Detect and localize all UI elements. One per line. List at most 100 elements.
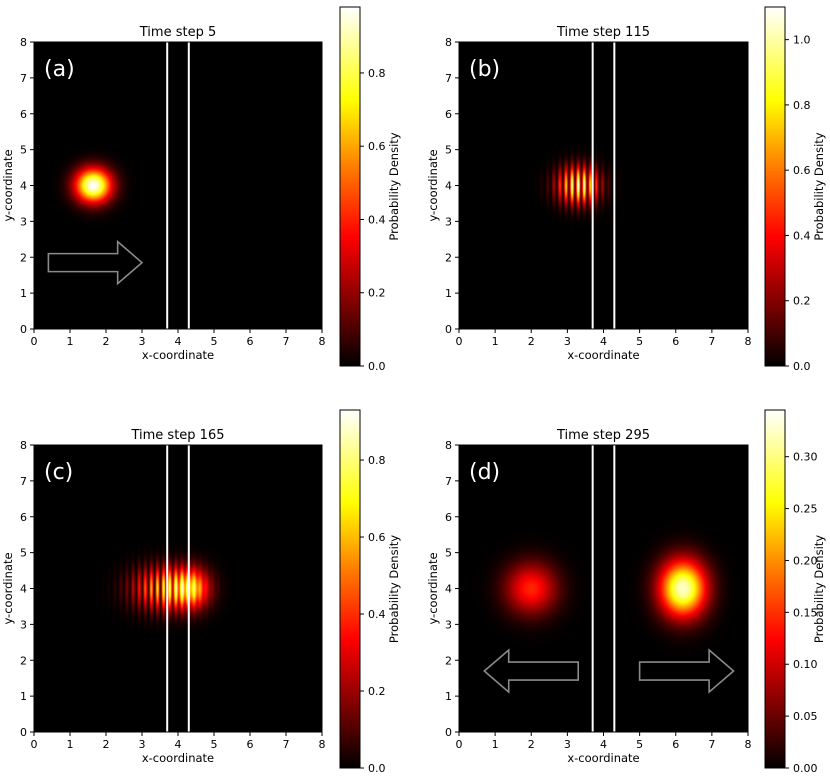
- colorbar-tick-label: 0.4: [793, 229, 811, 242]
- colorbar-tick-label: 0.6: [793, 164, 811, 177]
- x-tick-label: 7: [283, 335, 290, 348]
- x-tick-label: 2: [103, 335, 110, 348]
- x-tick-label: 6: [247, 335, 254, 348]
- colorbar-label: Probability Density: [387, 535, 401, 643]
- colorbar-tick-label: 0.05: [793, 710, 818, 723]
- colorbar-tick-label: 0.4: [368, 213, 386, 226]
- y-tick-label: 7: [20, 475, 27, 488]
- y-tick-label: 0: [20, 323, 27, 336]
- x-tick-label: 8: [745, 738, 752, 751]
- x-axis-label: x-coordinate: [567, 751, 639, 765]
- x-tick-label: 0: [456, 335, 463, 348]
- y-tick-label: 1: [445, 287, 452, 300]
- y-tick-label: 5: [20, 144, 27, 157]
- x-tick-label: 0: [31, 335, 38, 348]
- x-tick-label: 0: [456, 738, 463, 751]
- y-tick-label: 1: [20, 287, 27, 300]
- x-axis-label: x-coordinate: [142, 751, 214, 765]
- colorbar-tick-label: 0.8: [793, 99, 811, 112]
- y-tick-label: 5: [445, 144, 452, 157]
- y-tick-label: 0: [445, 726, 452, 739]
- x-tick-label: 1: [67, 738, 74, 751]
- colorbar-tick-label: 0.8: [368, 454, 386, 467]
- y-tick-label: 2: [445, 654, 452, 667]
- colorbar-tick-label: 0.10: [793, 658, 818, 671]
- panel-d: 0 1 2 3 4 5 6 7 8 0 1 2 3 4 5 6 7 8 x-coordinate y-coordina…: [426, 409, 826, 775]
- x-tick-label: 4: [600, 738, 607, 751]
- x-tick-label: 2: [528, 335, 535, 348]
- colorbar-tick-label: 0.20: [793, 554, 818, 567]
- panel-label: (a): [44, 57, 75, 82]
- x-tick-label: 6: [672, 335, 679, 348]
- heatmap-image: [34, 42, 322, 329]
- y-tick-label: 7: [20, 72, 27, 85]
- y-tick-label: 4: [445, 583, 452, 596]
- x-tick-label: 6: [247, 738, 254, 751]
- y-tick-label: 3: [445, 618, 452, 631]
- x-tick-label: 6: [672, 738, 679, 751]
- colorbar-tick-label: 0.00: [793, 762, 818, 775]
- y-tick-label: 3: [20, 618, 27, 631]
- y-tick-label: 1: [20, 690, 27, 703]
- x-tick-label: 7: [708, 738, 715, 751]
- x-tick-label: 2: [528, 738, 535, 751]
- arrow-left-icon: [483, 648, 580, 694]
- colorbar-tick-label: 0.2: [793, 295, 811, 308]
- colorbar: [339, 409, 361, 769]
- colorbar: [764, 409, 786, 769]
- y-tick-label: 8: [445, 36, 452, 49]
- x-tick-label: 8: [745, 335, 752, 348]
- x-tick-label: 3: [564, 738, 571, 751]
- y-tick-label: 3: [20, 215, 27, 228]
- x-tick-label: 3: [564, 335, 571, 348]
- y-tick-label: 8: [20, 36, 27, 49]
- colorbar-tick-label: 0.15: [793, 606, 818, 619]
- y-tick-label: 2: [20, 654, 27, 667]
- colorbar-label: Probability Density: [387, 132, 401, 240]
- panel-label: (b): [469, 57, 500, 82]
- y-tick-label: 6: [445, 511, 452, 524]
- y-tick-label: 2: [20, 251, 27, 264]
- colorbar-tick-label: 0.2: [368, 287, 386, 300]
- y-tick-label: 5: [445, 547, 452, 560]
- x-tick-label: 7: [708, 335, 715, 348]
- y-tick-label: 6: [445, 108, 452, 121]
- panel-b: 0 1 2 3 4 5 6 7 8 0 1 2 3 4 5 6 7 8 x-coordinate y-coordina…: [426, 6, 826, 373]
- chart-title: Time step 165: [130, 428, 224, 443]
- x-axis-label: x-coordinate: [567, 348, 639, 362]
- y-tick-label: 6: [20, 511, 27, 524]
- colorbar-tick-label: 0.0: [793, 360, 811, 373]
- colorbar-tick-label: 0.0: [368, 360, 386, 373]
- x-tick-label: 3: [139, 335, 146, 348]
- colorbar-label: Probability Density: [812, 535, 826, 643]
- panel-label: (d): [469, 460, 500, 485]
- colorbar-tick-label: 0.30: [793, 451, 818, 464]
- chart-title: Time step 295: [556, 428, 650, 443]
- x-tick-label: 2: [103, 738, 110, 751]
- y-tick-label: 4: [20, 180, 27, 193]
- x-tick-label: 5: [211, 335, 218, 348]
- y-tick-label: 7: [445, 475, 452, 488]
- colorbar-label: Probability Density: [812, 132, 826, 240]
- x-axis-label: x-coordinate: [142, 348, 214, 362]
- y-tick-label: 4: [445, 180, 452, 193]
- y-tick-label: 8: [20, 439, 27, 452]
- y-tick-label: 5: [20, 547, 27, 560]
- panel-label: (c): [44, 460, 73, 485]
- y-axis-label: y-coordinate: [1, 552, 15, 624]
- colorbar-tick-label: 0.2: [368, 685, 386, 698]
- y-axis-label: y-coordinate: [426, 552, 440, 624]
- y-tick-label: 6: [20, 108, 27, 121]
- colorbar: [764, 6, 786, 367]
- x-tick-label: 3: [139, 738, 146, 751]
- colorbar-tick-label: 0.0: [368, 762, 386, 775]
- x-tick-label: 1: [492, 738, 499, 751]
- y-tick-label: 3: [445, 215, 452, 228]
- panel-c: 0 1 2 3 4 5 6 7 8 0 1 2 3 4 5 6 7 8 x-coordinate y-coordina…: [1, 409, 401, 775]
- panel-a: 0 1 2 3 4 5 6 7 8 0 1 2 3 4 5 6 7 8 x-coordinate y-coordina…: [1, 6, 401, 373]
- arrow-right-icon: [47, 239, 144, 286]
- x-tick-label: 8: [319, 738, 326, 751]
- x-tick-label: 4: [175, 738, 182, 751]
- x-tick-label: 4: [600, 335, 607, 348]
